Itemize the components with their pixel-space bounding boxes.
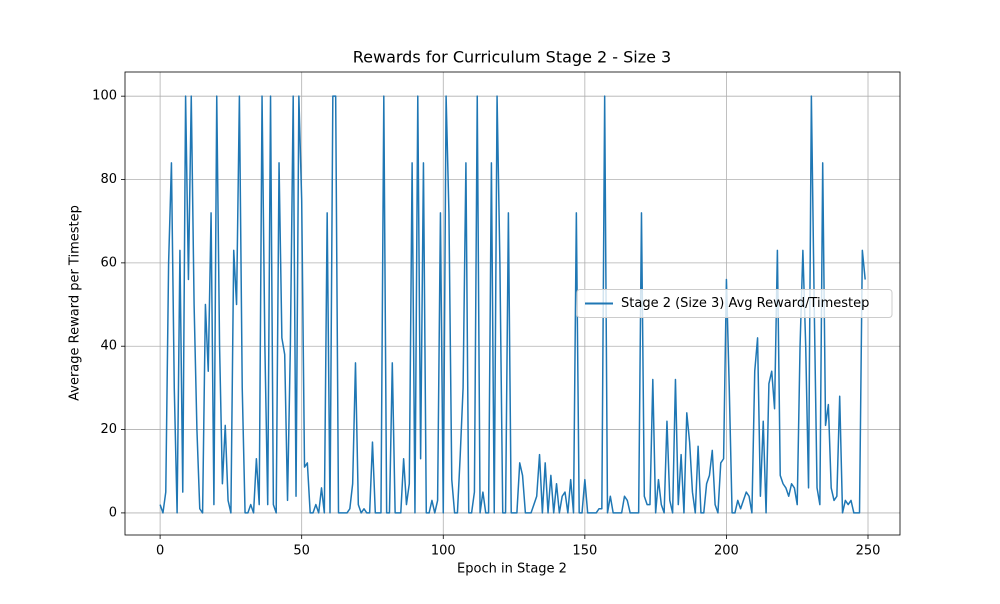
y-tick-label: 100 [92, 89, 117, 104]
y-axis-label: Average Reward per Timestep [68, 205, 83, 401]
chart-title: Rewards for Curriculum Stage 2 - Size 3 [353, 48, 671, 67]
x-tick-label: 150 [572, 544, 597, 559]
x-tick-label: 0 [156, 544, 164, 559]
data-line [159, 95, 866, 514]
x-tick-label: 200 [714, 544, 739, 559]
y-tick-label: 40 [100, 339, 117, 354]
y-tick-label: 80 [100, 172, 117, 187]
x-axis-label: Epoch in Stage 2 [457, 562, 567, 577]
y-tick-label: 60 [100, 255, 117, 270]
legend-box [576, 289, 893, 318]
x-tick-label: 250 [856, 544, 881, 559]
y-tick-label: 0 [109, 505, 117, 520]
x-tick-label: 50 [293, 544, 310, 559]
y-tick-label: 20 [100, 422, 117, 437]
x-tick-label: 100 [431, 544, 456, 559]
legend: Stage 2 (Size 3) Avg Reward/Timestep [576, 289, 893, 318]
plot-frame [124, 71, 901, 536]
legend-label: Stage 2 (Size 3) Avg Reward/Timestep [621, 296, 869, 311]
